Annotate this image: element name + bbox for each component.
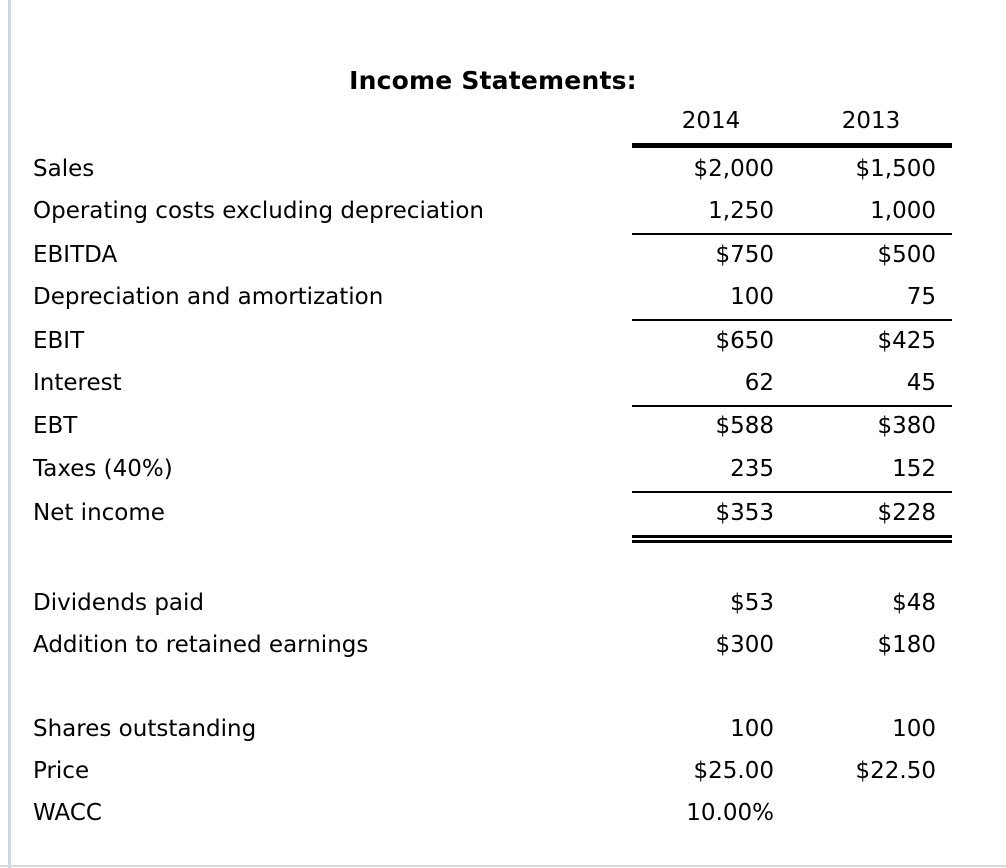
value-2014: $53 (730, 590, 774, 616)
row-label: WACC (33, 800, 102, 826)
row-label: Addition to retained earnings (33, 632, 369, 658)
row-label: Interest (33, 370, 122, 396)
table-row: Price $25.00 $22.50 (0, 750, 1006, 793)
row-label: Taxes (40%) (33, 456, 173, 482)
table-row: EBT $588 $380 (0, 405, 1006, 448)
table-row: Addition to retained earnings $300 $180 (0, 624, 1006, 667)
table-row: Shares outstanding 100 100 (0, 708, 1006, 751)
row-label: EBIT (33, 328, 85, 354)
value-2014: $588 (715, 413, 774, 439)
row-label: Dividends paid (33, 590, 205, 616)
table-row: EBIT $650 $425 (0, 320, 1006, 363)
header-rule: 2014 2013 (632, 100, 952, 148)
value-2014: 100 (730, 716, 774, 742)
value-2013: 100 (892, 716, 936, 742)
table-row: WACC 10.00% (0, 792, 1006, 835)
row-label: Sales (33, 156, 95, 182)
value-2013: $500 (877, 242, 936, 268)
table-row: Depreciation and amortization 100 75 (0, 276, 1006, 321)
row-label: Net income (33, 500, 165, 526)
value-2013 (790, 792, 952, 835)
value-2014: 100 (730, 284, 774, 310)
table-row: Interest 62 45 (0, 362, 1006, 407)
column-header-2014: 2014 (681, 108, 741, 134)
value-2013: $425 (877, 328, 936, 354)
row-label: Depreciation and amortization (33, 284, 384, 310)
value-2014: $650 (715, 328, 774, 354)
row-label: EBT (33, 413, 78, 439)
value-2013: 45 (906, 370, 936, 396)
value-2013: 1,000 (870, 198, 936, 224)
value-2013: $228 (877, 500, 936, 526)
value-2014: $300 (715, 632, 774, 658)
value-2013: $1,500 (855, 156, 936, 182)
row-label: Price (33, 758, 90, 784)
value-2013: $48 (892, 590, 936, 616)
page-title: Income Statements: (349, 66, 637, 95)
table-row: Net income $353 $228 (0, 492, 1006, 543)
table-row: Taxes (40%) 235 152 (0, 448, 1006, 493)
value-2014: $25.00 (693, 758, 774, 784)
row-label: Shares outstanding (33, 716, 257, 742)
row-label: EBITDA (33, 242, 118, 268)
value-2013: $180 (877, 632, 936, 658)
value-2014: $353 (715, 500, 774, 526)
value-2014: $2,000 (693, 156, 774, 182)
value-2014: 235 (730, 456, 774, 482)
value-2014: $750 (715, 242, 774, 268)
sheet-bottom-edge-border (0, 865, 1006, 867)
table-row: EBITDA $750 $500 (0, 234, 1006, 277)
sheet-left-edge-border (8, 0, 11, 868)
value-2014: 10.00% (686, 800, 774, 826)
value-2013: 152 (892, 456, 936, 482)
table-row: Operating costs excluding depreciation 1… (0, 190, 1006, 235)
column-header-2013: 2013 (841, 108, 901, 134)
row-label: Operating costs excluding depreciation (33, 198, 484, 224)
value-2013: 75 (906, 284, 936, 310)
value-2014: 1,250 (708, 198, 774, 224)
table-row: Dividends paid $53 $48 (0, 582, 1006, 625)
value-2013: $380 (877, 413, 936, 439)
value-2014: 62 (744, 370, 774, 396)
table-row: Sales $2,000 $1,500 (0, 148, 1006, 191)
value-2013: $22.50 (855, 758, 936, 784)
table-header-row: 2014 2013 (0, 100, 1006, 148)
